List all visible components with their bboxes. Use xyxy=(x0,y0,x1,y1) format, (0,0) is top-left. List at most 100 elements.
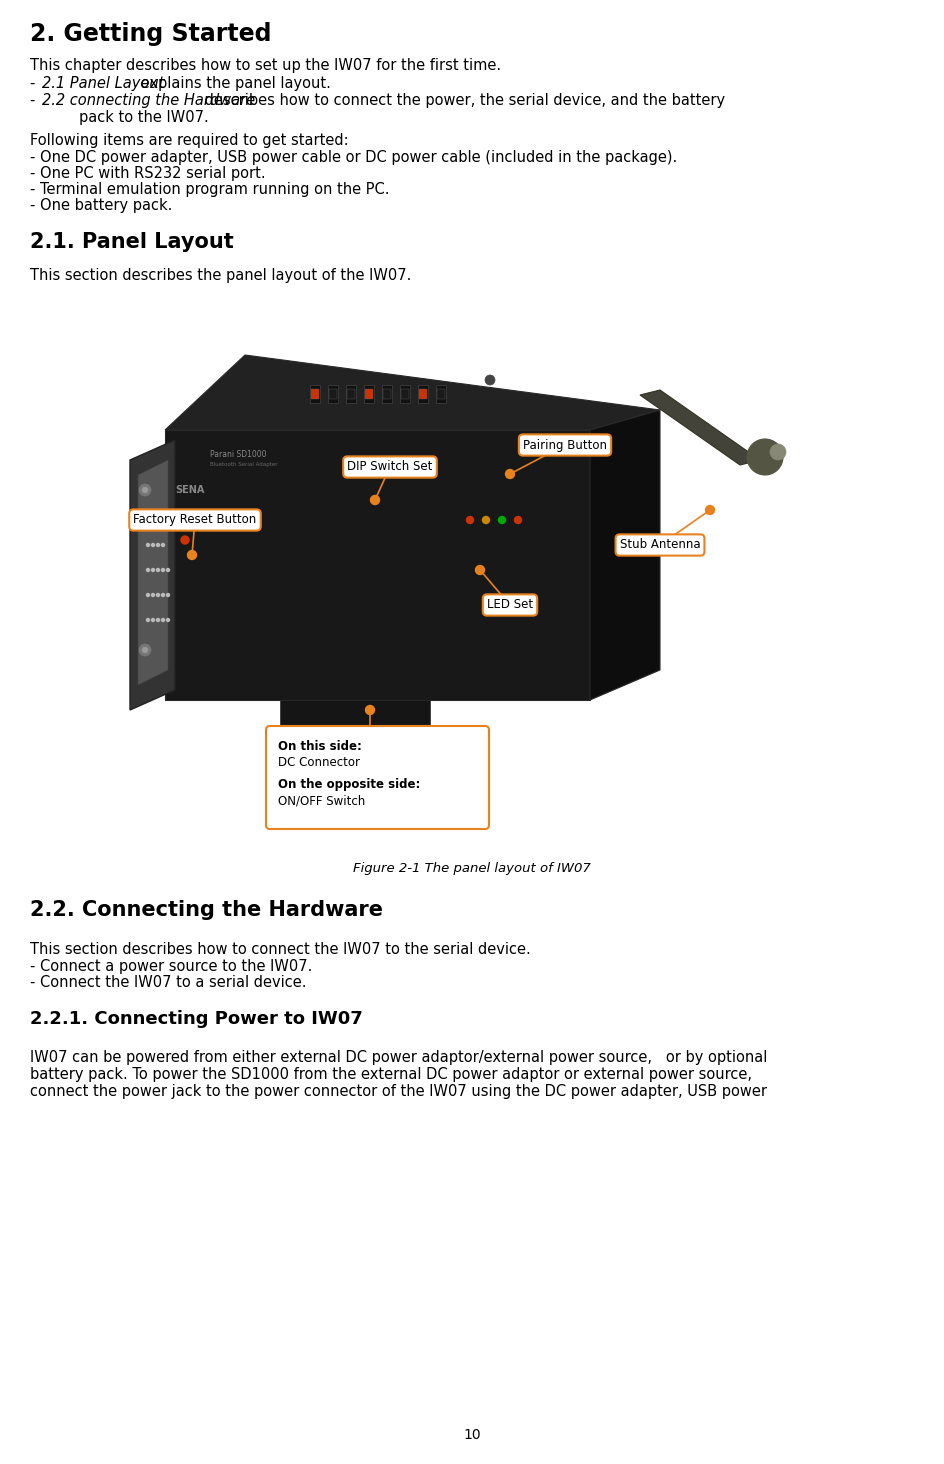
Text: Following items are required to get started:: Following items are required to get star… xyxy=(30,133,348,148)
Circle shape xyxy=(151,618,155,622)
Circle shape xyxy=(188,550,196,559)
Polygon shape xyxy=(310,385,320,403)
Polygon shape xyxy=(400,385,410,403)
Polygon shape xyxy=(418,385,428,403)
Polygon shape xyxy=(165,430,590,700)
Text: ON/OFF Switch: ON/OFF Switch xyxy=(278,793,365,807)
Text: 2.1. Panel Layout: 2.1. Panel Layout xyxy=(30,231,234,252)
Polygon shape xyxy=(364,385,374,403)
Circle shape xyxy=(166,593,170,596)
Circle shape xyxy=(482,517,490,524)
Text: Bluetooth Serial Adapter: Bluetooth Serial Adapter xyxy=(210,463,278,467)
Text: battery pack. To power the SD1000 from the external DC power adaptor or external: battery pack. To power the SD1000 from t… xyxy=(30,1067,752,1082)
Polygon shape xyxy=(419,389,427,400)
Text: 2.1 Panel Layout: 2.1 Panel Layout xyxy=(42,76,164,91)
Text: 2. Getting Started: 2. Getting Started xyxy=(30,22,272,45)
Circle shape xyxy=(146,618,149,622)
Circle shape xyxy=(498,517,505,524)
Circle shape xyxy=(151,543,155,546)
Circle shape xyxy=(365,706,375,714)
Polygon shape xyxy=(436,385,446,403)
Text: explains the panel layout.: explains the panel layout. xyxy=(136,76,330,91)
Polygon shape xyxy=(365,389,373,400)
Circle shape xyxy=(146,593,149,596)
Text: - Connect a power source to the IW07.: - Connect a power source to the IW07. xyxy=(30,959,312,974)
Text: This section describes how to connect the IW07 to the serial device.: This section describes how to connect th… xyxy=(30,941,531,957)
Text: 2.2 connecting the Hardware: 2.2 connecting the Hardware xyxy=(42,94,255,108)
Circle shape xyxy=(146,568,149,571)
Text: IW07 can be powered from either external DC power adaptor/external power source,: IW07 can be powered from either external… xyxy=(30,1050,767,1064)
Text: LED Set: LED Set xyxy=(487,599,533,612)
Circle shape xyxy=(705,505,715,514)
Text: - One DC power adapter, USB power cable or DC power cable (included in the packa: - One DC power adapter, USB power cable … xyxy=(30,149,677,165)
Circle shape xyxy=(161,543,164,546)
Polygon shape xyxy=(401,389,409,400)
Polygon shape xyxy=(138,460,168,685)
Circle shape xyxy=(139,485,151,496)
Circle shape xyxy=(146,518,149,521)
Circle shape xyxy=(139,644,151,656)
Circle shape xyxy=(146,543,149,546)
Text: This section describes the panel layout of the IW07.: This section describes the panel layout … xyxy=(30,268,412,283)
Polygon shape xyxy=(329,389,337,400)
Circle shape xyxy=(151,518,155,521)
Circle shape xyxy=(161,568,164,571)
Circle shape xyxy=(166,618,170,622)
Text: - Connect the IW07 to a serial device.: - Connect the IW07 to a serial device. xyxy=(30,975,307,990)
Circle shape xyxy=(161,618,164,622)
Circle shape xyxy=(476,565,484,574)
Polygon shape xyxy=(311,389,319,400)
Text: - Terminal emulation program running on the PC.: - Terminal emulation program running on … xyxy=(30,182,390,198)
Text: describes how to connect the power, the serial device, and the battery: describes how to connect the power, the … xyxy=(200,94,725,108)
Polygon shape xyxy=(383,389,391,400)
Text: On this side:: On this side: xyxy=(278,739,362,752)
Circle shape xyxy=(770,444,786,460)
Text: 10: 10 xyxy=(464,1427,480,1442)
Polygon shape xyxy=(328,385,338,403)
Text: Figure 2-1 The panel layout of IW07: Figure 2-1 The panel layout of IW07 xyxy=(353,862,591,875)
Circle shape xyxy=(485,375,495,385)
Circle shape xyxy=(161,593,164,596)
Circle shape xyxy=(157,543,160,546)
Text: -: - xyxy=(30,94,40,108)
Polygon shape xyxy=(640,389,760,466)
Circle shape xyxy=(505,470,514,479)
Circle shape xyxy=(151,593,155,596)
Polygon shape xyxy=(165,354,660,430)
Circle shape xyxy=(166,568,170,571)
Circle shape xyxy=(466,517,474,524)
Polygon shape xyxy=(280,700,430,731)
Text: -: - xyxy=(30,76,40,91)
Circle shape xyxy=(514,517,521,524)
Text: - One PC with RS232 serial port.: - One PC with RS232 serial port. xyxy=(30,165,265,182)
Circle shape xyxy=(370,495,379,505)
Text: Stub Antenna: Stub Antenna xyxy=(619,539,700,552)
Circle shape xyxy=(157,593,160,596)
Circle shape xyxy=(161,518,164,521)
FancyBboxPatch shape xyxy=(266,726,489,829)
Circle shape xyxy=(157,518,160,521)
Polygon shape xyxy=(382,385,392,403)
Text: pack to the IW07.: pack to the IW07. xyxy=(42,110,209,124)
Text: Pairing Button: Pairing Button xyxy=(523,439,607,451)
Polygon shape xyxy=(130,441,175,710)
Circle shape xyxy=(151,568,155,571)
Circle shape xyxy=(157,568,160,571)
Text: DC Connector: DC Connector xyxy=(278,755,360,769)
Polygon shape xyxy=(346,385,356,403)
Polygon shape xyxy=(347,389,355,400)
Text: DIP Switch Set: DIP Switch Set xyxy=(347,461,432,473)
Text: 2.2.1. Connecting Power to IW07: 2.2.1. Connecting Power to IW07 xyxy=(30,1010,362,1028)
Text: connect the power jack to the power connector of the IW07 using the DC power ada: connect the power jack to the power conn… xyxy=(30,1083,767,1099)
Circle shape xyxy=(157,618,160,622)
Circle shape xyxy=(142,647,148,653)
Text: - One battery pack.: - One battery pack. xyxy=(30,198,173,212)
Circle shape xyxy=(142,488,148,493)
Text: Parani SD1000: Parani SD1000 xyxy=(210,449,266,460)
Polygon shape xyxy=(590,410,660,700)
Polygon shape xyxy=(437,389,445,400)
Circle shape xyxy=(747,439,783,474)
Text: Factory Reset Button: Factory Reset Button xyxy=(133,514,257,527)
Text: SENA: SENA xyxy=(175,485,204,495)
Text: On the opposite side:: On the opposite side: xyxy=(278,777,420,791)
